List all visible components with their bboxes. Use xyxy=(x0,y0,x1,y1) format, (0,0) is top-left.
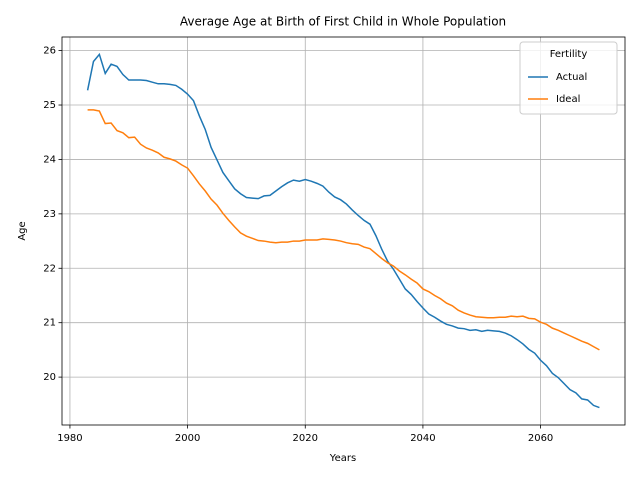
series-line xyxy=(87,109,600,351)
series-line xyxy=(86,52,600,409)
y-tick-label: 26 xyxy=(43,46,56,57)
x-tick-label: 2020 xyxy=(293,433,318,444)
legend-label: Ideal xyxy=(556,94,580,105)
chart-title: Average Age at Birth of First Child in W… xyxy=(180,15,506,29)
x-tick-label: 1980 xyxy=(57,433,82,444)
y-tick-label: 20 xyxy=(43,372,56,383)
y-axis-label: Age xyxy=(17,221,28,240)
plot-frame xyxy=(61,36,626,426)
x-tick-label: 2000 xyxy=(175,433,200,444)
y-tick-label: 23 xyxy=(43,209,56,220)
legend-label: Actual xyxy=(556,72,587,83)
y-tick-label: 25 xyxy=(43,100,56,111)
y-tick-label: 24 xyxy=(43,154,56,165)
legend-box xyxy=(519,41,618,115)
x-tick-label: 2040 xyxy=(410,433,435,444)
legend-title: Fertility xyxy=(550,49,588,60)
legend: Fertility Actual Ideal xyxy=(519,41,618,115)
x-tick-label: 2060 xyxy=(528,433,553,444)
y-tick-label: 21 xyxy=(43,318,56,329)
y-tick-label: 22 xyxy=(43,263,56,274)
x-axis-label: Years xyxy=(329,453,356,464)
